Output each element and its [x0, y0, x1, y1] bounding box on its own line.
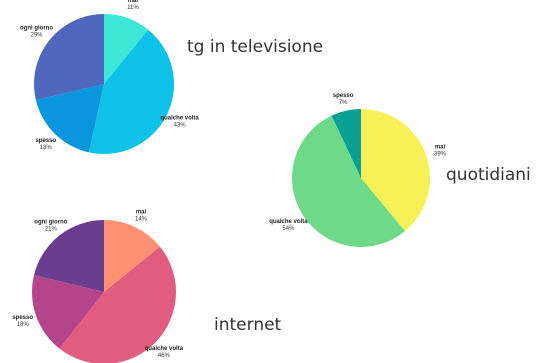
pie-slice-mai	[361, 108, 431, 232]
slice-percent-mai: 39%	[434, 152, 447, 158]
slice-percent-ogni-giorno: 29%	[30, 33, 43, 39]
slice-percent-ogni-giorno: 21%	[45, 226, 58, 232]
pie-slice-spesso	[32, 275, 105, 349]
pie-slice-spesso	[35, 84, 104, 153]
slice-percent-spesso: 18%	[40, 145, 53, 151]
slice-percent-spesso: 18%	[17, 322, 30, 328]
slice-percent-qualche-volta: 46%	[158, 353, 171, 359]
slice-label-qualche-volta: qualche volta	[160, 116, 199, 122]
slice-percent-qualche-volta: 43%	[174, 123, 187, 129]
pie-slice-ogni-giorno	[34, 14, 104, 101]
slice-label-mai: mai	[435, 145, 446, 151]
slice-percent-mai: 14%	[135, 216, 148, 222]
slice-label-ogni-giorno: ogni giorno	[34, 219, 67, 225]
pie-slice-mai	[104, 220, 160, 292]
slice-percent-mai: 11%	[127, 5, 139, 11]
slice-percent-qualche-volta: 54%	[282, 226, 295, 232]
slice-label-spesso: spesso	[35, 138, 56, 144]
slice-label-qualche-volta: qualche volta	[145, 346, 184, 352]
slice-label-mai: mai	[128, 0, 139, 4]
slice-percent-spesso: 7%	[339, 100, 348, 106]
pie-slice-qualche-volta	[292, 115, 405, 248]
slice-label-spesso: spesso	[12, 315, 33, 321]
slice-label-qualche-volta: qualche volta	[269, 219, 308, 225]
pie-slice-ogni-giorno	[34, 220, 104, 292]
slice-label-mai: mai	[136, 209, 147, 215]
slice-label-spesso: spesso	[333, 93, 354, 99]
pie-slice-mai	[104, 14, 149, 84]
slice-label-ogni-giorno: ogni giorno	[20, 26, 53, 32]
pie-slice-spesso	[331, 109, 361, 178]
chart-title-quotidiani: quotidiani	[446, 165, 531, 185]
pie-slice-qualche-volta	[88, 29, 175, 155]
chart-title-tg-in-televisione: tg in televisione	[187, 37, 323, 57]
pie-slice-qualche-volta	[59, 246, 177, 363]
chart-title-internet: internet	[214, 315, 282, 335]
